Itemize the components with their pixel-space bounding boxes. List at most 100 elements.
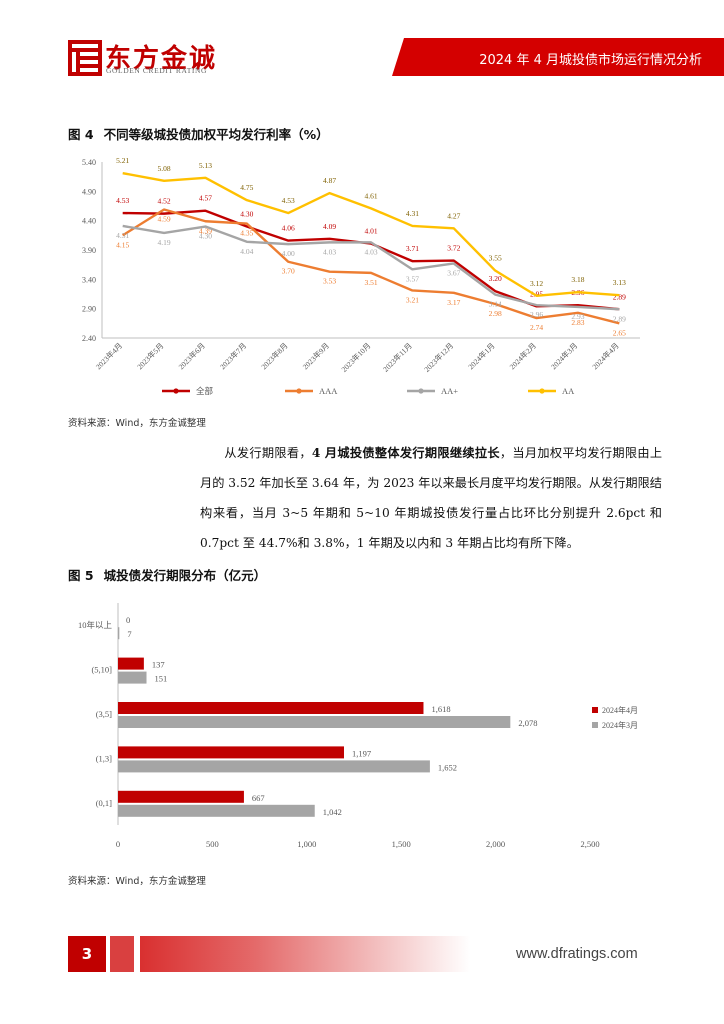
bar-2024年3月 [118, 671, 147, 684]
x-tick-label: 2,500 [580, 839, 599, 849]
series-line-AAA [122, 208, 620, 325]
x-tick-label: 2023年7月 [217, 340, 248, 371]
data-label: 4.09 [323, 222, 336, 231]
x-tick-label: 1,000 [297, 839, 316, 849]
data-label: 4.87 [323, 176, 336, 185]
data-label: 2.74 [530, 323, 543, 332]
data-label: 3.14 [489, 300, 502, 309]
bar-value-label: 0 [126, 615, 130, 625]
y-tick-label: 3.40 [82, 275, 96, 284]
y-tick-label: 4.40 [82, 217, 96, 226]
x-tick-label: 2023年12月 [422, 340, 456, 374]
footer-gradient-bar [140, 936, 470, 972]
data-label: 5.08 [158, 164, 171, 173]
logo-text-en: GOLDEN CREDIT RATING [106, 66, 208, 75]
data-label: 4.30 [199, 232, 212, 241]
category-label: (3,5] [96, 709, 112, 719]
data-label: 4.01 [364, 227, 377, 236]
page-number: 3 [68, 936, 106, 972]
legend-label: AA [562, 386, 575, 396]
bar-value-label: 1,618 [431, 704, 450, 714]
legend-label: 2024年3月 [602, 720, 638, 730]
footer-decoration [110, 936, 134, 972]
data-label: 4.15 [116, 240, 129, 249]
data-label: 4.04 [240, 247, 253, 256]
logo-text-cn: 东方金诚 [105, 44, 218, 74]
data-label: 3.67 [447, 268, 460, 277]
data-label: 2.98 [489, 309, 502, 318]
data-label: 4.03 [323, 247, 336, 256]
x-tick-label: 2023年10月 [339, 340, 373, 374]
data-label: 4.35 [240, 229, 253, 238]
data-label: 4.39 [199, 226, 212, 235]
data-label: 4.19 [158, 238, 171, 247]
data-label: 3.53 [323, 277, 336, 286]
data-label: 2.89 [613, 292, 626, 301]
data-label: 4.75 [240, 183, 253, 192]
bar-value-label: 137 [152, 660, 165, 670]
x-tick-label: 0 [116, 839, 120, 849]
data-label: 2.83 [571, 318, 584, 327]
data-label: 5.13 [199, 161, 212, 170]
x-tick-label: 2023年4月 [93, 340, 124, 371]
figure4-title: 图 4 不同等级城投债加权平均发行利率（%） [68, 124, 329, 143]
data-label: 2.96 [530, 310, 543, 319]
figure4-source: 资料来源：Wind，东方金诚整理 [68, 418, 206, 429]
figure5-source: 资料来源：Wind，东方金诚整理 [68, 876, 206, 887]
category-label: (0,1] [96, 798, 112, 808]
x-tick-label: 2023年6月 [176, 340, 207, 371]
data-label: 2.65 [613, 328, 626, 337]
y-tick-label: 5.40 [82, 158, 96, 167]
bar-value-label: 667 [252, 793, 265, 803]
data-label: 4.03 [364, 247, 377, 256]
data-label: 2.95 [530, 289, 543, 298]
x-tick-label: 500 [206, 839, 219, 849]
body-paragraph: 从发行期限看，4 月城投债整体发行期限继续拉长，当月加权平均发行期限由上月的 3… [200, 438, 662, 558]
bar-2024年3月 [118, 716, 511, 728]
data-label: 4.53 [116, 196, 129, 205]
data-label: 4.53 [282, 196, 295, 205]
data-label: 4.59 [158, 215, 171, 224]
bar-2024年3月 [118, 804, 315, 817]
data-label: 4.57 [199, 194, 212, 203]
figure5-label: 图 5 [68, 568, 94, 583]
data-label: 4.61 [364, 191, 377, 200]
legend-label: AA+ [441, 386, 458, 396]
x-tick-label: 1,500 [392, 839, 411, 849]
data-label: 2.89 [613, 314, 626, 323]
x-tick-label: 2,000 [486, 839, 505, 849]
bar-value-label: 151 [155, 674, 168, 684]
bar-value-label: 7 [127, 629, 131, 639]
data-label: 3.12 [530, 279, 543, 288]
legend-label: AAA [319, 386, 338, 396]
header-band: 2024 年 4 月城投债市场运行情况分析 [392, 38, 724, 76]
figure5-title: 图 5 城投债发行期限分布（亿元） [68, 565, 266, 584]
x-tick-label: 2023年8月 [259, 340, 290, 371]
x-tick-label: 2023年5月 [135, 340, 166, 371]
data-label: 4.30 [240, 210, 253, 219]
bar-value-label: 1,652 [438, 762, 457, 772]
y-tick-label: 4.90 [82, 187, 96, 196]
paragraph-part1: 从发行期限看， [224, 446, 312, 460]
series-line-AA [122, 171, 620, 297]
bar-2024年4月 [118, 702, 424, 714]
category-label: (5,10] [91, 665, 112, 675]
x-tick-label: 2023年9月 [300, 340, 331, 371]
x-tick-label: 2024年4月 [590, 340, 621, 371]
data-label: 4.52 [158, 197, 171, 206]
legend-marker [173, 388, 179, 394]
legend-marker [418, 388, 424, 394]
data-label: 4.27 [447, 211, 460, 220]
x-tick-label: 2024年3月 [548, 340, 579, 371]
bar-2024年4月 [118, 746, 344, 759]
footer-url-link[interactable]: www.dfratings.com [516, 946, 638, 962]
y-tick-label: 3.90 [82, 246, 96, 255]
data-label: 2.93 [571, 312, 584, 321]
data-label: 3.20 [489, 274, 502, 283]
figure4-caption: 不同等级城投债加权平均发行利率（%） [103, 127, 329, 142]
data-label: 3.18 [571, 275, 584, 284]
report-title: 2024 年 4 月城投债市场运行情况分析 [479, 53, 702, 68]
data-label: 3.17 [447, 298, 460, 307]
data-label: 3.55 [489, 254, 502, 263]
